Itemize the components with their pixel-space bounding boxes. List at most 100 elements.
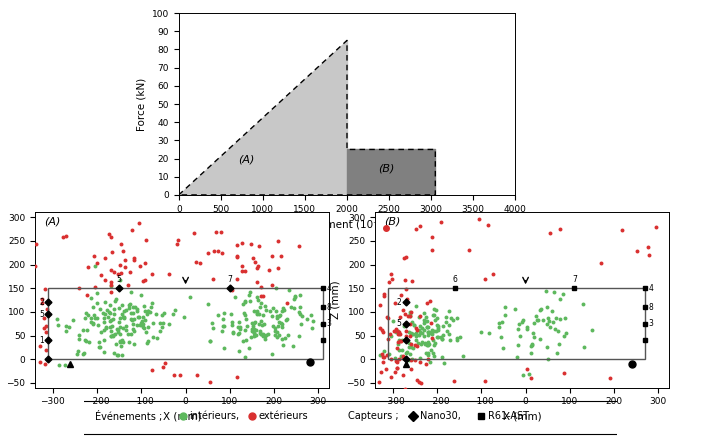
Point: [437, 332, 449, 339]
Point: [124, 304, 135, 311]
Point: [411, 377, 422, 384]
Point: [60, 233, 72, 240]
Point: [528, 319, 539, 326]
Point: [106, 282, 117, 289]
Point: [121, 327, 132, 334]
Point: [283, 286, 294, 293]
Point: [484, 329, 495, 336]
Point: [401, 348, 412, 355]
Point: [454, 333, 465, 340]
Point: [387, 276, 398, 283]
Point: [390, 325, 401, 332]
Point: [279, 335, 290, 342]
Point: [526, 340, 537, 347]
Text: (B): (B): [379, 163, 395, 173]
Point: [407, 319, 418, 326]
Point: [52, 321, 63, 328]
Point: [212, 248, 224, 255]
Point: [270, 331, 281, 338]
Point: [88, 312, 100, 319]
Point: [554, 296, 565, 303]
Point: [410, 333, 421, 340]
Point: [41, 347, 52, 354]
Point: [117, 302, 128, 309]
Point: [432, 314, 443, 321]
Point: [277, 304, 288, 311]
Point: [561, 329, 572, 336]
Point: [294, 292, 305, 299]
Point: [278, 341, 289, 348]
Point: [280, 317, 292, 324]
Point: [52, 315, 63, 322]
Point: [404, 339, 415, 346]
Point: [541, 321, 552, 328]
Point: [428, 312, 439, 319]
Point: [128, 257, 139, 264]
Point: [117, 248, 128, 255]
Point: [558, 370, 569, 377]
Point: [423, 350, 434, 357]
Point: [272, 265, 283, 272]
Point: [248, 333, 259, 340]
Point: [526, 343, 537, 350]
Point: [275, 252, 287, 259]
Point: [423, 329, 434, 336]
Point: [92, 300, 103, 307]
Point: [380, 365, 391, 372]
Point: [219, 344, 230, 351]
Point: [147, 367, 158, 374]
Point: [78, 349, 89, 356]
Point: [282, 332, 293, 339]
Point: [426, 234, 437, 241]
Point: [541, 343, 552, 350]
Point: [106, 233, 117, 240]
Point: [392, 338, 403, 345]
Point: [278, 307, 290, 314]
Point: [394, 338, 405, 345]
Point: [396, 346, 407, 353]
Point: [392, 341, 403, 348]
Point: [125, 309, 137, 316]
Point: [118, 314, 130, 321]
Point: [237, 268, 248, 275]
Point: [408, 331, 419, 338]
Point: [288, 304, 299, 311]
Point: [36, 295, 47, 302]
Point: [184, 294, 196, 301]
Point: [39, 314, 50, 321]
Point: [60, 322, 72, 329]
Point: [163, 270, 175, 277]
Point: [417, 324, 428, 331]
Point: [147, 300, 158, 307]
Point: [41, 306, 52, 313]
Point: [217, 316, 229, 323]
Point: [239, 326, 250, 333]
Point: [395, 313, 406, 320]
Point: [98, 318, 109, 325]
Point: [418, 319, 429, 326]
Point: [414, 326, 425, 333]
Point: [526, 341, 537, 348]
Point: [275, 319, 287, 326]
Point: [419, 339, 430, 346]
Point: [263, 330, 274, 337]
Point: [550, 315, 562, 322]
Point: [405, 356, 416, 363]
Point: [136, 321, 147, 328]
Point: [400, 253, 411, 260]
Point: [118, 308, 129, 315]
Point: [429, 339, 440, 346]
Point: [442, 328, 453, 335]
Point: [293, 333, 304, 340]
Point: [116, 352, 127, 359]
Point: [437, 353, 448, 360]
Point: [194, 260, 205, 267]
Point: [256, 300, 267, 307]
Point: [512, 342, 524, 349]
Point: [394, 330, 405, 337]
Point: [411, 342, 422, 349]
Point: [414, 328, 426, 335]
Point: [422, 341, 433, 348]
Point: [435, 334, 447, 341]
Point: [297, 312, 308, 319]
